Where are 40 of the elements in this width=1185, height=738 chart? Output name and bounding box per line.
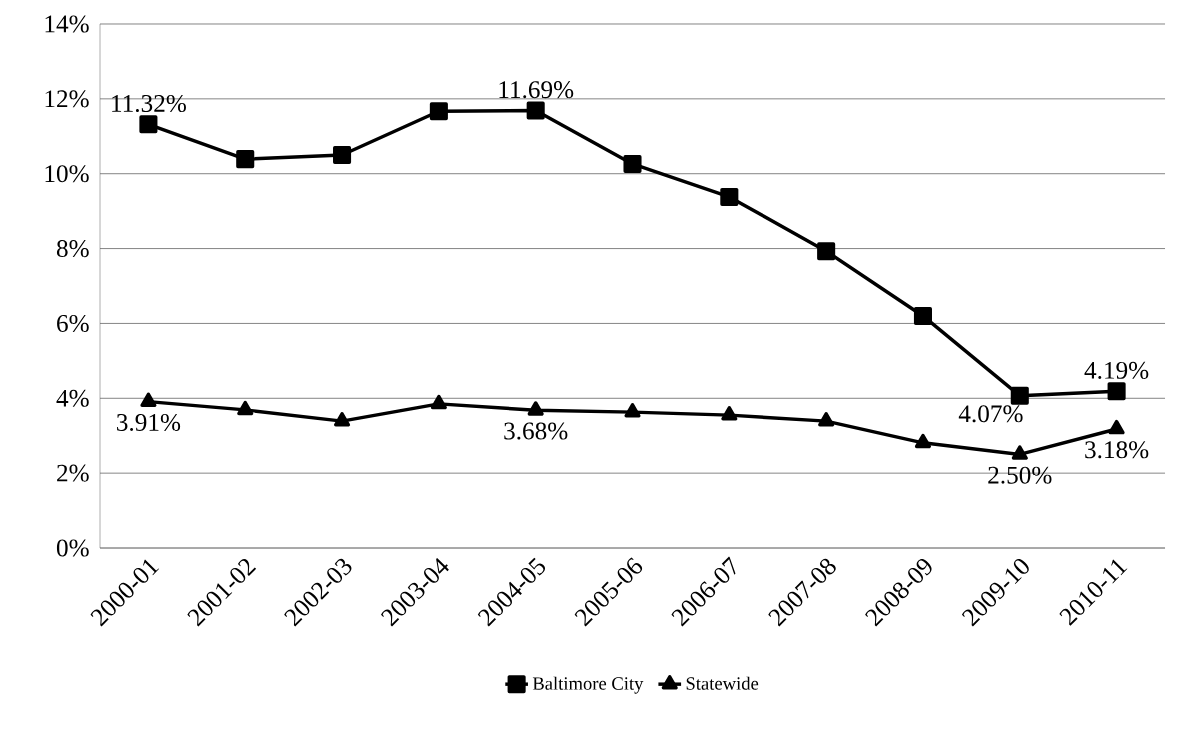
legend-label: Baltimore City bbox=[532, 676, 644, 694]
point bbox=[624, 403, 641, 418]
y-tick-label: 6% bbox=[57, 314, 89, 332]
point bbox=[236, 150, 255, 169]
point bbox=[139, 115, 158, 134]
data-label: 11.69% bbox=[499, 81, 574, 99]
data-label: 11.32% bbox=[112, 94, 186, 113]
point bbox=[430, 394, 447, 410]
point bbox=[623, 154, 642, 174]
point bbox=[913, 306, 932, 325]
data-label: 3.68% bbox=[504, 422, 568, 440]
point bbox=[721, 406, 738, 421]
point bbox=[333, 145, 352, 165]
data-label: 3.91% bbox=[117, 413, 181, 432]
legend-label: Statewide bbox=[686, 676, 759, 690]
data-label: 4.07% bbox=[958, 405, 1023, 423]
y-tick-label: 14% bbox=[45, 15, 89, 33]
point bbox=[237, 400, 254, 416]
point bbox=[817, 242, 836, 261]
point bbox=[914, 433, 932, 449]
point bbox=[1107, 382, 1126, 401]
point bbox=[818, 412, 835, 427]
point bbox=[429, 102, 448, 121]
data-label: 3.18% bbox=[1085, 441, 1149, 459]
point bbox=[1108, 419, 1125, 435]
point bbox=[527, 401, 544, 416]
y-tick-label: 12% bbox=[45, 90, 89, 108]
y-tick-label: 4% bbox=[56, 389, 89, 407]
point bbox=[1010, 386, 1029, 405]
point bbox=[333, 412, 351, 427]
point bbox=[140, 392, 157, 408]
point bbox=[526, 101, 545, 120]
point bbox=[1011, 445, 1028, 460]
data-label: 4.19% bbox=[1084, 361, 1149, 379]
point bbox=[720, 187, 739, 206]
y-tick-label: 10% bbox=[45, 165, 89, 183]
data-label: 2.50% bbox=[988, 466, 1052, 484]
y-tick-label: 8% bbox=[56, 240, 89, 258]
y-tick-label: 2% bbox=[57, 464, 89, 482]
y-tick-label: 0% bbox=[56, 539, 89, 557]
